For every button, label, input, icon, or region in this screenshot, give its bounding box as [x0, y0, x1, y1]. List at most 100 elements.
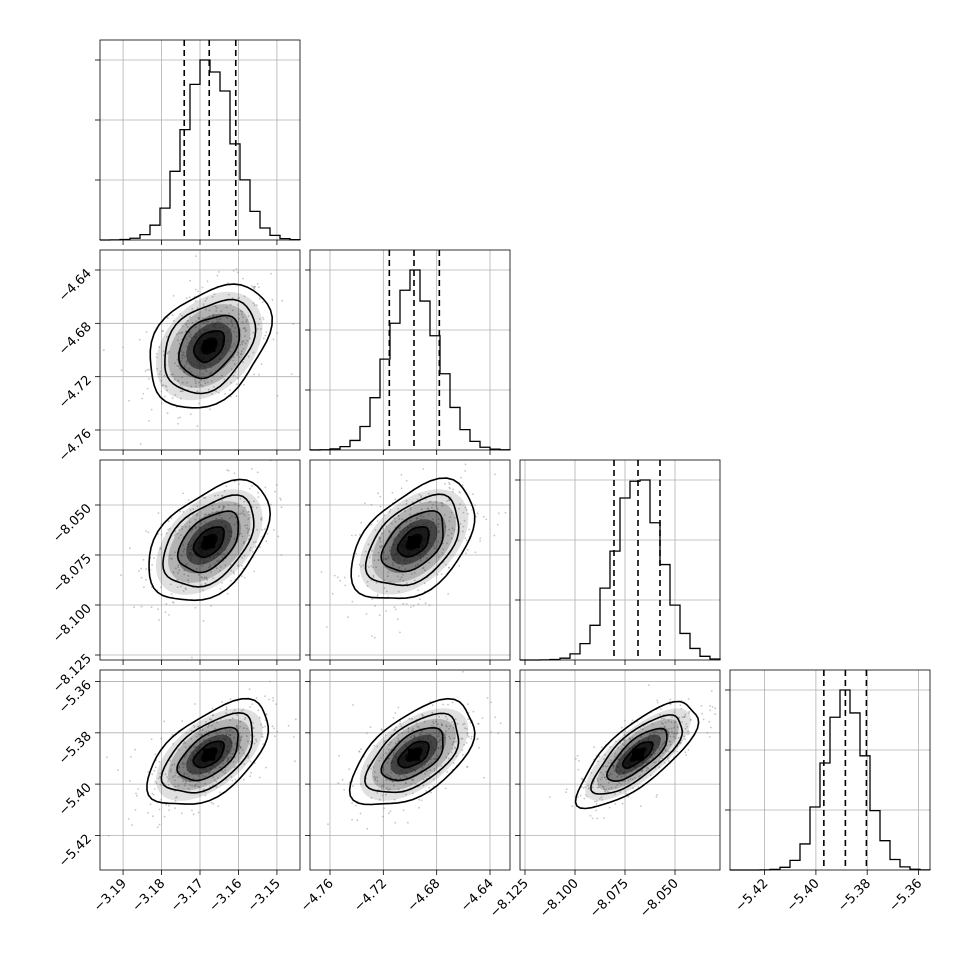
scatter-point	[140, 576, 143, 579]
scatter-point	[208, 523, 211, 526]
scatter-point	[238, 505, 240, 508]
scatter-point	[579, 794, 582, 797]
scatter-point	[234, 778, 237, 781]
scatter-point	[264, 486, 267, 489]
scatter-point	[430, 545, 433, 547]
scatter-point	[630, 770, 633, 772]
scatter-point	[177, 379, 180, 382]
scatter-point	[622, 771, 625, 774]
contour-2	[176, 726, 240, 782]
scatter-point	[372, 574, 375, 577]
scatter-point	[409, 522, 412, 525]
scatter-point	[227, 538, 229, 541]
scatter-point	[198, 316, 201, 319]
scatter-point	[260, 328, 262, 330]
scatter-point	[656, 701, 659, 704]
scatter-point	[700, 704, 703, 707]
scatter-point	[223, 378, 226, 381]
scatter-point	[226, 592, 229, 595]
scatter-point	[629, 778, 632, 780]
scatter-point	[710, 690, 713, 692]
scatter-point	[245, 329, 248, 332]
scatter-point	[688, 710, 691, 713]
scatter-point	[416, 498, 419, 501]
scatter-point	[162, 329, 164, 332]
scatter-point	[200, 558, 203, 560]
scatter-point	[176, 364, 179, 367]
panel-background	[520, 460, 720, 660]
scatter-point	[174, 800, 177, 802]
scatter-point	[397, 515, 400, 517]
scatter-point	[644, 761, 647, 764]
scatter-point	[192, 724, 195, 727]
scatter-point	[290, 373, 293, 375]
scatter-point	[663, 718, 665, 720]
scatter-point	[605, 770, 607, 773]
scatter-point	[413, 735, 416, 738]
scatter-point	[331, 592, 334, 595]
density-peak	[632, 748, 644, 761]
scatter-point	[217, 271, 220, 273]
contour-3	[160, 711, 254, 794]
scatter-point	[409, 506, 412, 509]
scatter-point	[393, 798, 396, 801]
scatter-point	[386, 761, 389, 764]
scatter-point	[231, 322, 234, 325]
scatter-point	[397, 514, 400, 517]
scatter-point	[608, 788, 610, 790]
scatter-point	[399, 720, 402, 723]
scatter-point	[276, 730, 279, 733]
scatter-point	[239, 746, 242, 749]
scatter-point	[623, 739, 625, 742]
scatter-point	[188, 521, 191, 523]
scatter-point	[230, 756, 233, 759]
scatter-point	[188, 330, 191, 333]
scatter-point	[641, 761, 644, 764]
scatter-point	[219, 321, 222, 324]
scatter-point	[194, 288, 197, 291]
scatter-point	[189, 552, 192, 555]
scatter-point	[409, 513, 411, 516]
scatter-point	[225, 485, 228, 488]
scatter-point	[421, 767, 424, 770]
scatter-point	[642, 740, 645, 742]
contour-2	[605, 727, 668, 782]
scatter-point	[195, 568, 198, 570]
scatter-point	[673, 721, 676, 724]
scatter-point	[195, 783, 198, 786]
scatter-point	[586, 795, 588, 798]
scatter-point	[432, 778, 435, 780]
scatter-point	[405, 782, 407, 785]
scatter-point	[670, 727, 673, 730]
scatter-point	[671, 730, 673, 733]
scatter-point	[280, 506, 283, 509]
scatter-point	[370, 503, 373, 506]
scatter-point	[223, 506, 225, 509]
scatter-point	[200, 733, 203, 736]
scatter-point	[219, 357, 222, 360]
scatter-point	[174, 807, 177, 809]
scatter-point	[597, 786, 600, 789]
scatter-point	[380, 785, 383, 788]
scatter-point	[251, 285, 254, 288]
scatter-point	[377, 559, 380, 562]
scatter-point	[618, 758, 621, 761]
scatter-point	[155, 782, 158, 785]
scatter-point	[647, 759, 650, 762]
scatter-point	[232, 359, 235, 362]
scatter-point	[233, 356, 235, 358]
scatter-point	[207, 328, 209, 331]
scatter-point	[615, 786, 617, 789]
scatter-point	[239, 739, 242, 742]
scatter-point	[404, 568, 407, 571]
scatter-point	[169, 554, 171, 557]
scatter-point	[239, 344, 242, 346]
scatter-point	[209, 565, 212, 568]
scatter-point	[215, 560, 218, 562]
scatter-point	[406, 526, 409, 529]
scatter-point	[645, 769, 648, 772]
scatter-point	[236, 714, 239, 716]
scatter-point	[389, 741, 392, 744]
scatter-point	[640, 770, 643, 773]
scatter-point	[207, 726, 209, 728]
